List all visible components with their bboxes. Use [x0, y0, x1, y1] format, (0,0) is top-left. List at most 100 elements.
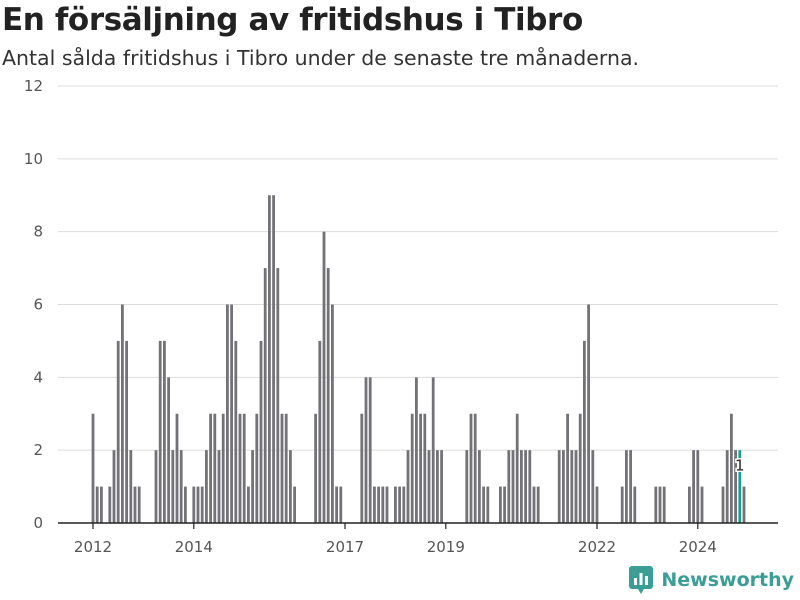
bar — [654, 486, 658, 523]
bar — [381, 486, 385, 523]
bar — [263, 268, 267, 523]
x-axis: 2012 2014 2017 2019 2022 2024 — [58, 522, 778, 556]
bar — [692, 450, 695, 523]
bar — [688, 486, 691, 523]
bar — [402, 486, 406, 523]
bar — [226, 304, 229, 523]
bar — [465, 450, 469, 523]
bars — [91, 195, 746, 523]
bar-chart-pin-icon — [629, 566, 654, 594]
bar — [406, 450, 410, 523]
brand-name: Newsworthy — [661, 569, 794, 591]
bar — [574, 450, 578, 523]
bar — [326, 268, 330, 523]
bar — [431, 377, 435, 523]
bar — [318, 340, 322, 523]
bar — [95, 486, 99, 523]
bar — [478, 450, 481, 523]
bar — [721, 486, 725, 523]
bar — [339, 486, 343, 523]
bar — [469, 413, 473, 523]
y-tick-label: 10 — [24, 150, 43, 168]
bar — [125, 340, 128, 523]
bar — [591, 450, 595, 523]
x-tick-label: 2017 — [326, 538, 364, 556]
bar — [662, 486, 666, 523]
bar — [322, 231, 326, 523]
bar — [360, 413, 364, 523]
bar — [473, 413, 477, 523]
bar — [696, 450, 700, 523]
bar — [419, 413, 422, 523]
bar — [595, 486, 599, 523]
highlight-value-label: 1 — [735, 457, 745, 475]
y-axis: 0 2 4 6 8 10 12 — [24, 77, 43, 532]
y-tick-label: 2 — [33, 441, 43, 459]
bar — [620, 486, 624, 523]
bar — [251, 450, 254, 523]
y-tick-label: 0 — [33, 514, 43, 532]
bar — [658, 486, 662, 523]
bar — [314, 413, 317, 523]
bar — [587, 304, 590, 523]
bar — [524, 450, 527, 523]
bar — [633, 486, 637, 523]
bar — [112, 450, 116, 523]
bar — [91, 413, 95, 523]
bar — [532, 486, 536, 523]
bar — [562, 450, 565, 523]
bar — [423, 413, 427, 523]
bar — [293, 486, 296, 523]
bar — [255, 413, 259, 523]
bar — [175, 413, 179, 523]
y-tick-label: 12 — [24, 77, 43, 95]
bar — [137, 486, 141, 523]
chart-subtitle: Antal sålda fritidshus i Tibro under de … — [2, 46, 640, 70]
bar — [167, 377, 170, 523]
bar — [725, 450, 729, 523]
bar — [154, 450, 158, 523]
bar — [192, 486, 196, 523]
x-tick-label: 2014 — [175, 538, 213, 556]
bar — [499, 486, 502, 523]
bar — [557, 450, 561, 523]
bar — [213, 413, 217, 523]
bar — [289, 450, 292, 523]
bar — [133, 486, 137, 523]
bar — [205, 450, 208, 523]
bar — [368, 377, 372, 523]
bar — [100, 486, 103, 523]
x-tick-label: 2022 — [578, 538, 616, 556]
bar — [398, 486, 401, 523]
bar — [238, 413, 242, 523]
bar — [566, 413, 569, 523]
bar — [268, 195, 271, 523]
bar — [503, 486, 506, 523]
x-tick-label: 2024 — [679, 538, 717, 556]
data-labels: 1 — [734, 455, 747, 476]
bar — [272, 195, 275, 523]
bar — [158, 340, 162, 523]
bar — [625, 450, 628, 523]
y-tick-label: 8 — [33, 223, 43, 241]
bar — [629, 450, 632, 523]
bar — [280, 413, 284, 523]
y-tick-label: 4 — [33, 368, 43, 386]
bar — [570, 450, 574, 523]
bar — [410, 413, 414, 523]
bar — [486, 486, 490, 523]
bar — [415, 377, 418, 523]
bar — [221, 413, 225, 523]
bar — [578, 413, 582, 523]
bar — [583, 340, 586, 523]
x-tick-label: 2019 — [427, 538, 465, 556]
bar — [730, 413, 733, 523]
bar — [385, 486, 389, 523]
bar — [276, 268, 280, 523]
bar — [121, 304, 124, 523]
bar — [230, 304, 233, 523]
bar — [436, 450, 439, 523]
bar — [217, 450, 221, 523]
bar — [284, 413, 288, 523]
bar — [247, 486, 250, 523]
